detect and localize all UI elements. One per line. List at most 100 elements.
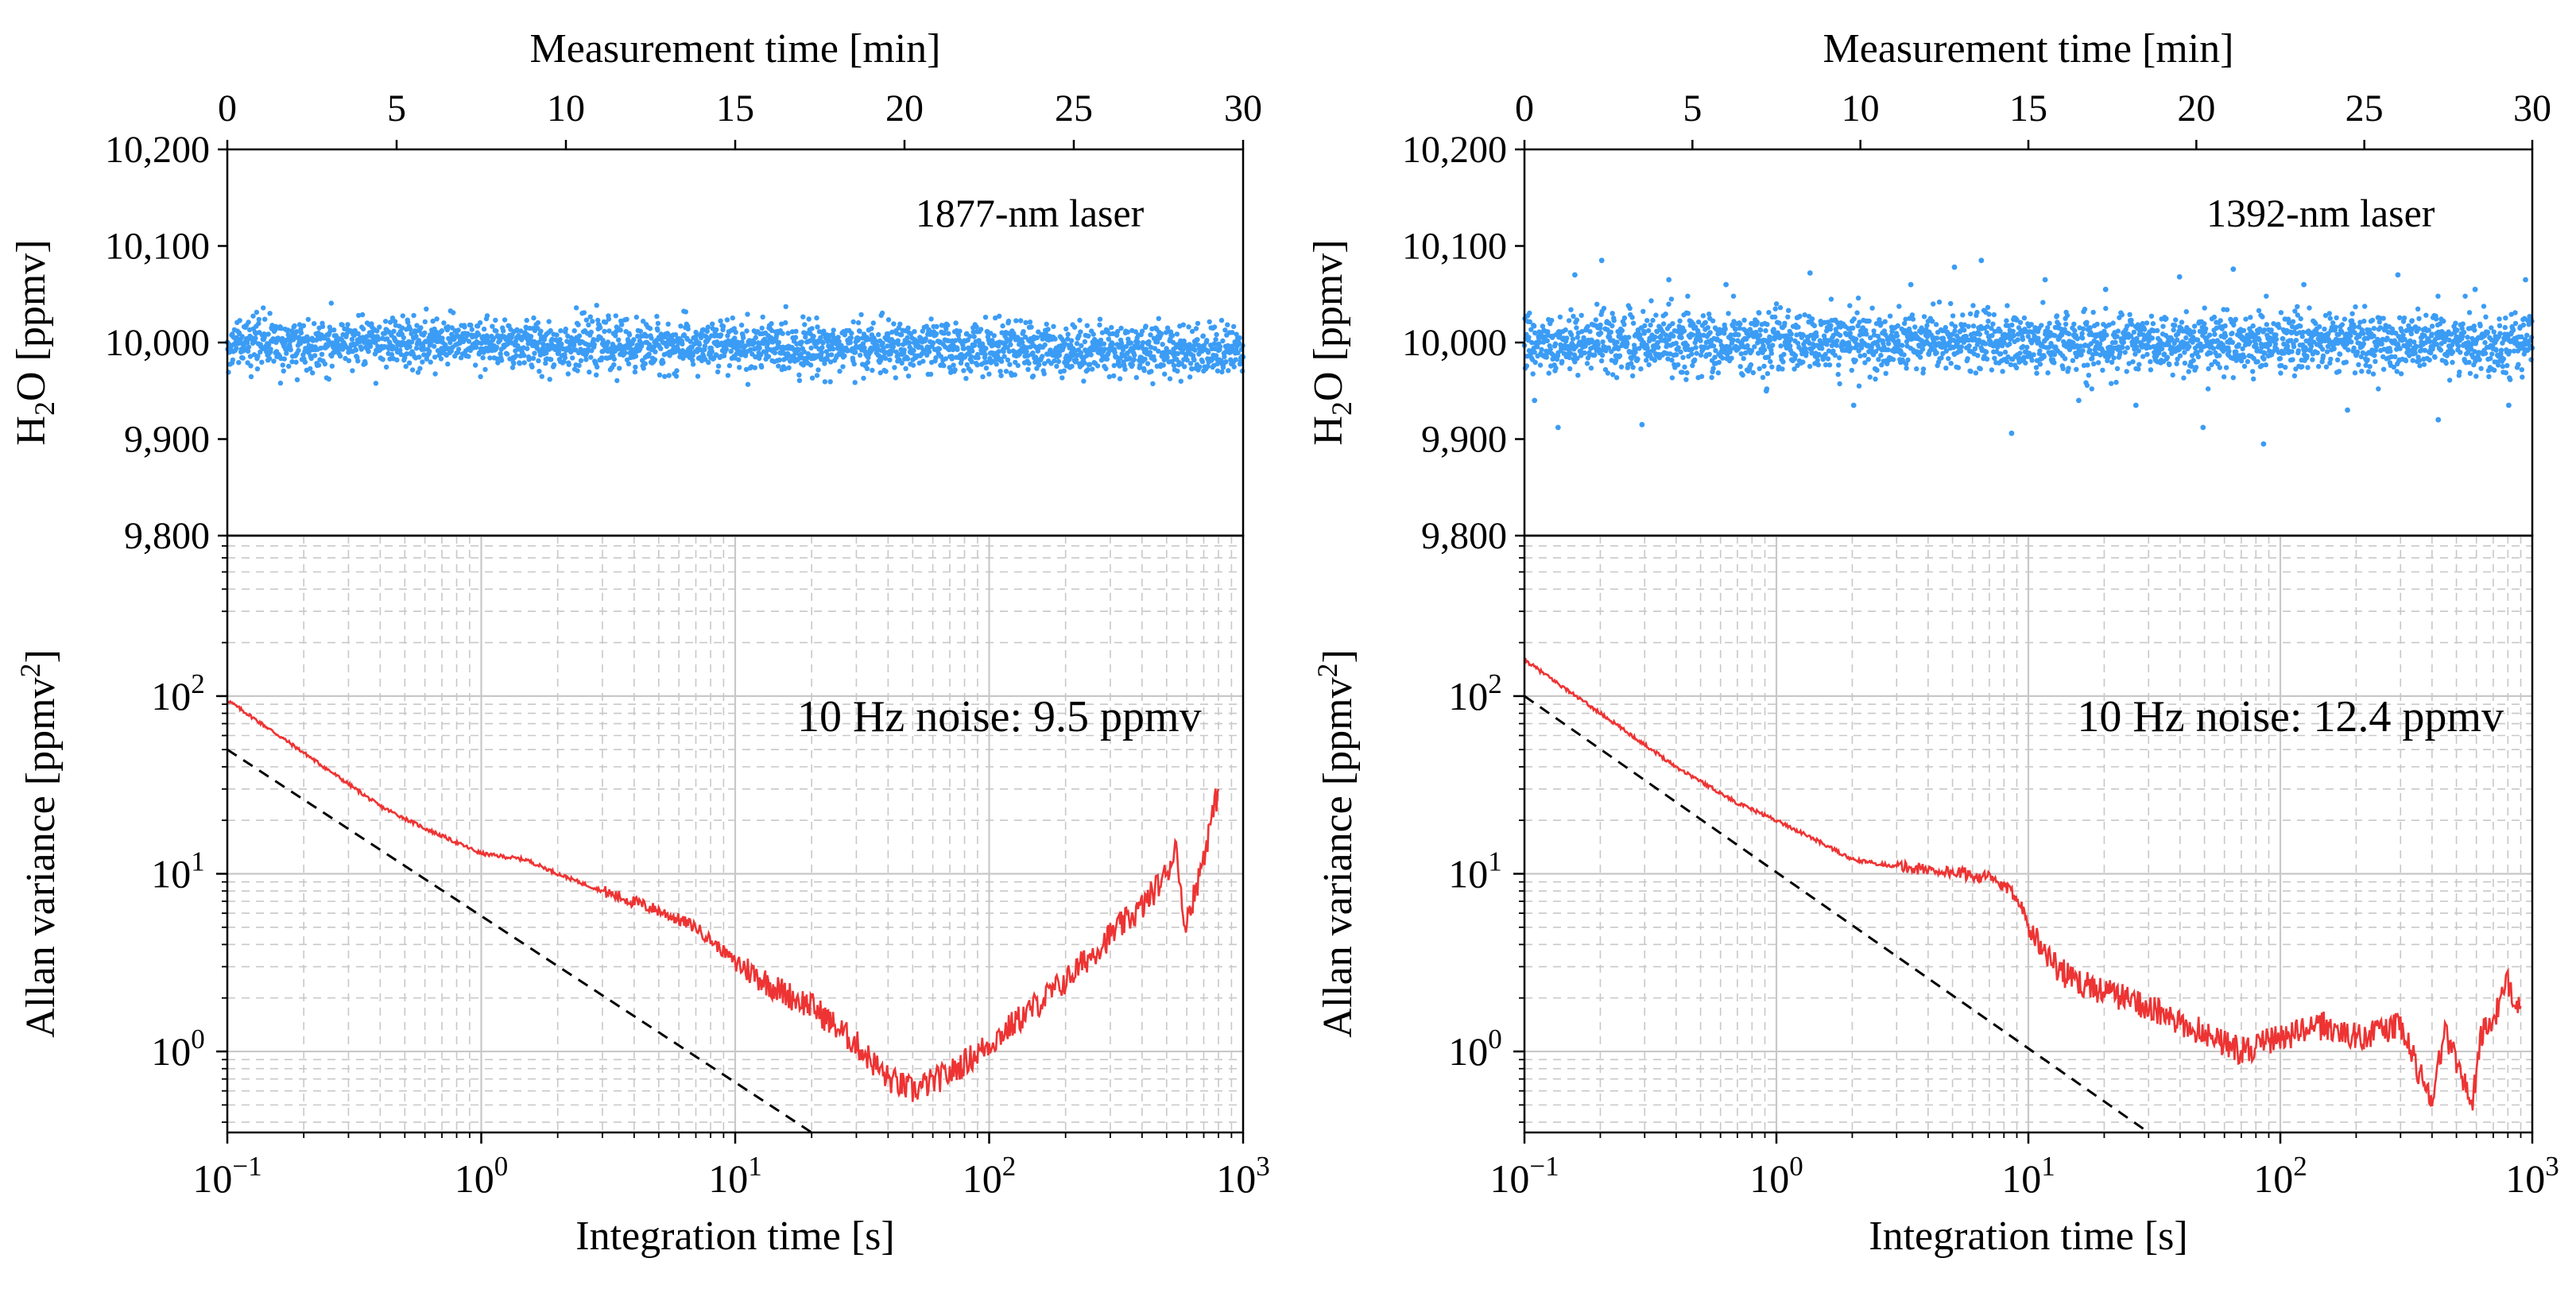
scatter-point xyxy=(879,310,885,316)
scatter-point xyxy=(1629,315,1635,320)
scatter-point xyxy=(322,361,328,367)
scatter-point xyxy=(2149,335,2156,341)
scatter-point xyxy=(1766,310,1772,316)
scatter-point xyxy=(1567,354,1572,361)
scatter-point xyxy=(440,335,445,341)
scatter-point xyxy=(1666,301,1671,307)
scatter-point xyxy=(1193,326,1199,331)
scatter-point xyxy=(455,346,462,352)
scatter-point xyxy=(2078,352,2084,358)
scatter-point xyxy=(618,327,623,333)
scatter-point xyxy=(509,365,516,370)
scatter-point xyxy=(2222,323,2228,329)
scatter-point xyxy=(887,357,893,363)
scatter-point xyxy=(725,333,730,339)
bottom-x-axis-title: Integration time [s] xyxy=(575,1214,894,1259)
scatter-point xyxy=(2094,350,2099,357)
scatter-point xyxy=(1088,352,1094,358)
scatter-point xyxy=(811,334,816,339)
scatter-point xyxy=(389,351,395,358)
scatter-point xyxy=(709,349,715,354)
scatter-point xyxy=(802,322,808,327)
scatter-point xyxy=(2082,306,2088,312)
scatter-point xyxy=(1644,358,1649,363)
scatter-point xyxy=(885,343,890,349)
scatter-point xyxy=(1772,306,1778,312)
scatter-point xyxy=(1802,312,1807,318)
scatter-point xyxy=(1566,318,1572,323)
scatter-point xyxy=(986,371,992,377)
scatter-point xyxy=(406,360,413,366)
scatter-point xyxy=(1990,321,1996,327)
scatter-point xyxy=(1018,318,1024,323)
scatter-point xyxy=(850,319,856,325)
scatter-point xyxy=(1748,362,1754,368)
scatter-point xyxy=(2037,362,2043,367)
scatter-point xyxy=(1698,338,1703,343)
scatter-point xyxy=(1726,311,1731,316)
scatter-point xyxy=(1122,366,1128,372)
scatter-point xyxy=(1715,370,1722,376)
scatter-point xyxy=(1992,355,1997,361)
scatter-point xyxy=(256,320,261,327)
scatter-point xyxy=(308,366,313,372)
scatter-point xyxy=(2298,316,2303,322)
scatter-point xyxy=(1722,326,1728,332)
scatter-point xyxy=(941,362,947,369)
scatter-point xyxy=(275,335,281,341)
scatter-point xyxy=(546,319,552,324)
scatter-point xyxy=(779,321,784,327)
scatter-point xyxy=(809,375,815,381)
scatter-point xyxy=(1150,381,1156,386)
scatter-point xyxy=(726,362,733,369)
scatter-point xyxy=(1695,319,1702,325)
scatter-point xyxy=(1788,336,1794,342)
scatter-point xyxy=(590,319,595,324)
scatter-point xyxy=(1625,341,1630,346)
scatter-point xyxy=(1740,372,1745,378)
scatter-point xyxy=(765,340,771,346)
scatter-point xyxy=(1149,369,1154,374)
scatter-point xyxy=(2268,327,2274,333)
scatter-point xyxy=(2121,339,2126,345)
scatter-point xyxy=(1946,356,1951,362)
scatter-point xyxy=(1626,335,1632,340)
scatter-point xyxy=(2079,335,2086,341)
scatter-point xyxy=(466,354,471,359)
scatter-point xyxy=(672,332,679,338)
scatter-point xyxy=(2206,366,2211,372)
scatter-point xyxy=(1921,314,1927,319)
scatter-point xyxy=(1874,367,1880,373)
scatter-point xyxy=(1749,348,1755,354)
scatter-point xyxy=(2300,329,2306,335)
scatter-point xyxy=(382,319,389,324)
scatter-point xyxy=(2110,320,2116,326)
scatter-point xyxy=(391,328,397,334)
scatter-point xyxy=(2281,341,2287,347)
scatter-point xyxy=(865,359,871,366)
scatter-point xyxy=(611,356,617,362)
scatter-point xyxy=(2001,340,2007,346)
scatter-point xyxy=(740,335,746,341)
scatter-point xyxy=(820,340,826,346)
scatter-point xyxy=(1061,368,1067,374)
scatter-point xyxy=(2051,360,2057,366)
scatter-point xyxy=(1692,357,1698,362)
scatter-point xyxy=(2117,349,2123,354)
scatter-point xyxy=(2029,358,2035,363)
scatter-point xyxy=(853,350,858,355)
scatter-point xyxy=(2295,348,2301,354)
scatter-point xyxy=(1924,334,1931,339)
scatter-point xyxy=(2222,333,2229,339)
scatter-point xyxy=(1655,339,1660,346)
scatter-point xyxy=(792,335,799,340)
scatter-point xyxy=(967,334,973,339)
scatter-point xyxy=(328,300,334,306)
scatter-point xyxy=(351,332,357,339)
scatter-point xyxy=(1613,358,1619,363)
scatter-point xyxy=(702,343,708,349)
scatter-point xyxy=(877,370,883,376)
scatter-point xyxy=(951,362,956,368)
scatter-point xyxy=(2085,362,2090,368)
scatter-point xyxy=(2094,321,2100,327)
